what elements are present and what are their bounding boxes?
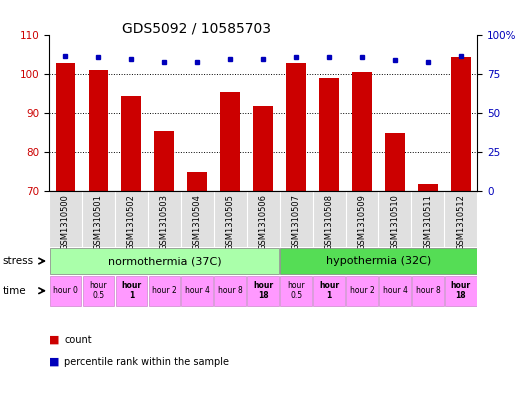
Text: hour
18: hour 18 bbox=[253, 281, 273, 300]
Text: hour 4: hour 4 bbox=[382, 286, 407, 295]
Bar bbox=[418, 184, 438, 191]
Bar bbox=[220, 92, 240, 191]
Text: hour
1: hour 1 bbox=[319, 281, 339, 300]
Text: hour 4: hour 4 bbox=[185, 286, 209, 295]
Text: ■: ■ bbox=[49, 356, 59, 367]
Text: hour 2: hour 2 bbox=[350, 286, 375, 295]
Bar bbox=[187, 172, 207, 191]
Text: GSM1310500: GSM1310500 bbox=[61, 194, 70, 250]
Text: stress: stress bbox=[3, 256, 34, 266]
Text: GSM1310505: GSM1310505 bbox=[225, 194, 235, 250]
Bar bbox=[313, 275, 345, 306]
Text: hour 8: hour 8 bbox=[415, 286, 440, 295]
Bar bbox=[116, 275, 147, 306]
Text: hour 8: hour 8 bbox=[218, 286, 243, 295]
Bar bbox=[56, 62, 75, 191]
Bar bbox=[154, 131, 174, 191]
Bar bbox=[50, 275, 82, 306]
Bar bbox=[286, 62, 306, 191]
Bar bbox=[451, 57, 471, 191]
Text: hour 2: hour 2 bbox=[152, 286, 176, 295]
Bar bbox=[346, 275, 378, 306]
Bar bbox=[280, 248, 477, 274]
Text: GDS5092 / 10585703: GDS5092 / 10585703 bbox=[122, 22, 270, 36]
Bar bbox=[89, 70, 108, 191]
Text: count: count bbox=[64, 335, 92, 345]
Bar bbox=[215, 275, 246, 306]
Text: GSM1310511: GSM1310511 bbox=[424, 194, 432, 250]
Bar bbox=[121, 96, 141, 191]
Bar bbox=[445, 275, 477, 306]
Bar bbox=[280, 275, 312, 306]
Bar bbox=[379, 275, 411, 306]
Text: GSM1310503: GSM1310503 bbox=[160, 194, 169, 250]
Bar bbox=[149, 275, 180, 306]
Bar bbox=[50, 248, 279, 274]
Text: hour
0.5: hour 0.5 bbox=[90, 281, 107, 300]
Bar bbox=[385, 133, 405, 191]
Text: GSM1310512: GSM1310512 bbox=[456, 194, 465, 250]
Text: GSM1310507: GSM1310507 bbox=[292, 194, 301, 250]
Text: time: time bbox=[3, 286, 26, 296]
Text: GSM1310508: GSM1310508 bbox=[325, 194, 333, 250]
Text: GSM1310506: GSM1310506 bbox=[259, 194, 268, 250]
Text: hour
0.5: hour 0.5 bbox=[287, 281, 305, 300]
Text: GSM1310502: GSM1310502 bbox=[127, 194, 136, 250]
Text: hour
1: hour 1 bbox=[121, 281, 141, 300]
Bar bbox=[83, 275, 114, 306]
Text: hypothermia (32C): hypothermia (32C) bbox=[326, 256, 431, 266]
Bar bbox=[247, 275, 279, 306]
Bar bbox=[412, 275, 444, 306]
Text: GSM1310510: GSM1310510 bbox=[391, 194, 399, 250]
Text: hour
18: hour 18 bbox=[451, 281, 471, 300]
Text: normothermia (37C): normothermia (37C) bbox=[107, 256, 221, 266]
Text: GSM1310504: GSM1310504 bbox=[193, 194, 202, 250]
Text: GSM1310501: GSM1310501 bbox=[94, 194, 103, 250]
Bar bbox=[352, 72, 372, 191]
Text: hour 0: hour 0 bbox=[53, 286, 78, 295]
Text: ■: ■ bbox=[49, 335, 59, 345]
Bar bbox=[182, 275, 213, 306]
Text: GSM1310509: GSM1310509 bbox=[358, 194, 366, 250]
Text: percentile rank within the sample: percentile rank within the sample bbox=[64, 356, 230, 367]
Bar bbox=[253, 106, 273, 191]
Bar bbox=[319, 78, 339, 191]
